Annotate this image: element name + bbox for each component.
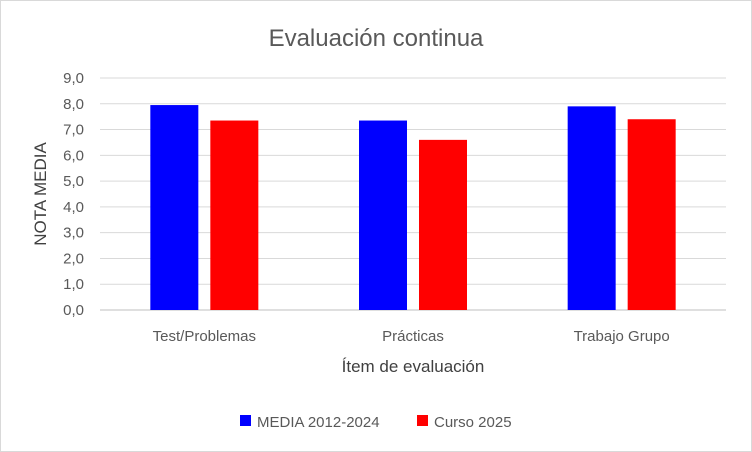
gridlines [100, 77, 726, 311]
legend-swatch [417, 415, 428, 426]
legend-label: MEDIA 2012-2024 [257, 414, 380, 431]
bar-media-3 [567, 106, 616, 310]
legend-swatch [240, 415, 251, 426]
bar-media-2 [359, 120, 407, 311]
y-tick-label: 9,0 [63, 70, 84, 87]
x-tick-labels: Test/Problemas Prácticas Trabajo Grupo [153, 328, 670, 345]
y-tick-label: 1,0 [63, 276, 84, 293]
y-tick-label: 7,0 [63, 122, 84, 139]
category-label: Trabajo Grupo [574, 328, 670, 345]
bar-media-1 [150, 105, 199, 310]
category-label: Test/Problemas [153, 328, 256, 345]
y-tick-label: 3,0 [63, 225, 84, 242]
y-tick-label: 0,0 [63, 302, 84, 319]
chart-title: Evaluación continua [269, 25, 484, 52]
bar-curso-2 [419, 139, 467, 310]
y-tick-labels: 0,0 1,0 2,0 3,0 4,0 5,0 6,0 7,0 8,0 9,0 [63, 70, 84, 319]
y-tick-label: 6,0 [63, 147, 84, 164]
y-tick-label: 8,0 [63, 96, 84, 113]
y-tick-label: 2,0 [63, 250, 84, 267]
legend-label: Curso 2025 [434, 414, 512, 431]
y-tick-label: 5,0 [63, 173, 84, 190]
bars [150, 105, 676, 311]
x-axis-title: Ítem de evaluación [342, 357, 485, 376]
legend: MEDIA 2012-2024 Curso 2025 [240, 414, 512, 431]
bar-curso-3 [627, 119, 676, 310]
y-tick-label: 4,0 [63, 199, 84, 216]
bar-curso-1 [210, 120, 259, 311]
y-axis-title: NOTA MEDIA [31, 142, 50, 246]
category-label: Prácticas [382, 328, 444, 345]
